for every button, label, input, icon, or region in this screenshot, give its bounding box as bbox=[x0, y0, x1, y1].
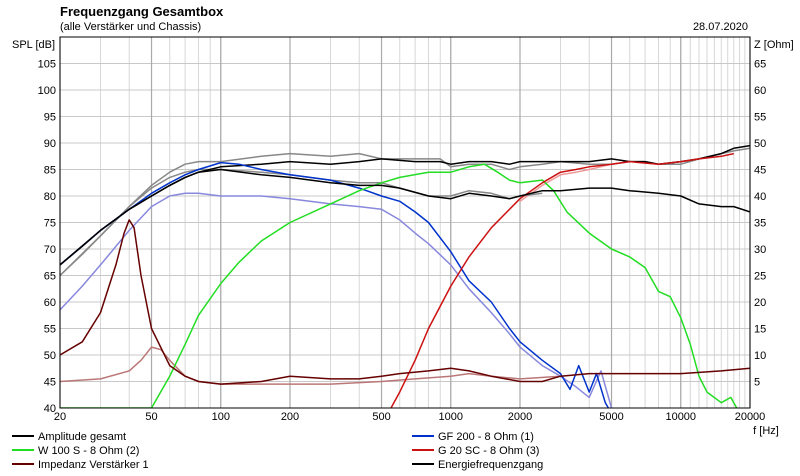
x-tick-label: 5000 bbox=[599, 411, 623, 423]
chart-date: 28.07.2020 bbox=[693, 21, 748, 33]
x-tick-label: 2000 bbox=[508, 411, 532, 423]
y-tick-label-right: 40 bbox=[754, 191, 766, 203]
x-tick-label: 200 bbox=[281, 411, 299, 423]
y-tick-label-left: 65 bbox=[44, 271, 56, 283]
x-tick-label: 20000 bbox=[735, 411, 766, 423]
legend-label: Impedanz Verstärker 1 bbox=[38, 459, 149, 471]
y-tick-label-left: 100 bbox=[38, 85, 56, 97]
y-tick-label-right: 5 bbox=[754, 377, 760, 389]
y-tick-label-right: 20 bbox=[754, 297, 766, 309]
y-tick-label-right: 35 bbox=[754, 218, 766, 230]
series-line-gf-200-referenz bbox=[60, 192, 613, 408]
plot-frame bbox=[59, 36, 751, 409]
series-lines bbox=[60, 144, 750, 408]
y-tick-label-left: 70 bbox=[44, 244, 56, 256]
y-tick-label-right: 30 bbox=[754, 244, 766, 256]
y-tick-label-left: 80 bbox=[44, 191, 56, 203]
y-tick-label-left: 50 bbox=[44, 350, 56, 362]
y-tick-label-left: 55 bbox=[44, 324, 56, 336]
legend-label: Energiefrequenzgang bbox=[438, 459, 543, 471]
x-tick-label: 20 bbox=[54, 411, 66, 423]
x-tick-label: 50 bbox=[145, 411, 157, 423]
y-tick-label-right: 10 bbox=[754, 350, 766, 362]
y-tick-label-left: 95 bbox=[44, 112, 56, 124]
legend-label: GF 200 - 8 Ohm (1) bbox=[438, 431, 534, 443]
legend: Amplitude gesamt W 100 S - 8 Ohm (2) Imped… bbox=[12, 431, 543, 471]
y-tick-label-right: 60 bbox=[754, 85, 766, 97]
series-line-gf-200-8-ohm-1 bbox=[60, 161, 610, 408]
y-tick-label-left: 45 bbox=[44, 377, 56, 389]
series-line-amplitude-gesamt-referenz bbox=[60, 147, 750, 277]
x-axis-label: f [Hz] bbox=[753, 425, 779, 437]
y-tick-label-left: 75 bbox=[44, 218, 56, 230]
legend-label: G 20 SC - 8 Ohm (3) bbox=[438, 445, 539, 457]
series-line-impedanz-verst-rker-1 bbox=[60, 219, 750, 385]
chart-title: Frequenzgang Gesamtbox bbox=[60, 4, 224, 19]
series-line-energiefrequenzgang bbox=[60, 168, 750, 266]
y-tick-label-left: 40 bbox=[44, 403, 56, 415]
chart-subtitle: (alle Verstärker und Chassis) bbox=[60, 21, 201, 33]
y-tick-label-left: 105 bbox=[38, 59, 56, 71]
y-axis-right-label: Z [Ohm] bbox=[754, 39, 794, 51]
x-tick-label: 10000 bbox=[665, 411, 696, 423]
series-line-impedanz-referenz bbox=[60, 346, 561, 385]
x-tick-label: 500 bbox=[372, 411, 390, 423]
x-tick-label: 100 bbox=[212, 411, 230, 423]
legend-label: W 100 S - 8 Ohm (2) bbox=[38, 445, 139, 457]
series-line-w-100-s-8-ohm-2 bbox=[60, 163, 738, 408]
y-tick-label-right: 45 bbox=[754, 165, 766, 177]
y-tick-label-left: 90 bbox=[44, 138, 56, 150]
y-tick-label-right: 65 bbox=[754, 59, 766, 71]
y-tick-label-right: 50 bbox=[754, 138, 766, 150]
y-tick-label-left: 60 bbox=[44, 297, 56, 309]
grid bbox=[59, 37, 751, 409]
y-tick-label-right: 15 bbox=[754, 324, 766, 336]
tick-labels: 20 50 100 200 500 1000 2000 5000 10000 20000 40 45 5… bbox=[38, 59, 767, 424]
y-tick-label-left: 85 bbox=[44, 165, 56, 177]
series-line-g-20-sc-8-ohm-3 bbox=[390, 152, 734, 408]
y-tick-label-right: 25 bbox=[754, 271, 766, 283]
y-tick-label-right: 55 bbox=[754, 112, 766, 124]
y-axis-left-label: SPL [dB] bbox=[12, 39, 55, 51]
x-tick-label: 1000 bbox=[439, 411, 463, 423]
legend-label: Amplitude gesamt bbox=[38, 431, 126, 443]
